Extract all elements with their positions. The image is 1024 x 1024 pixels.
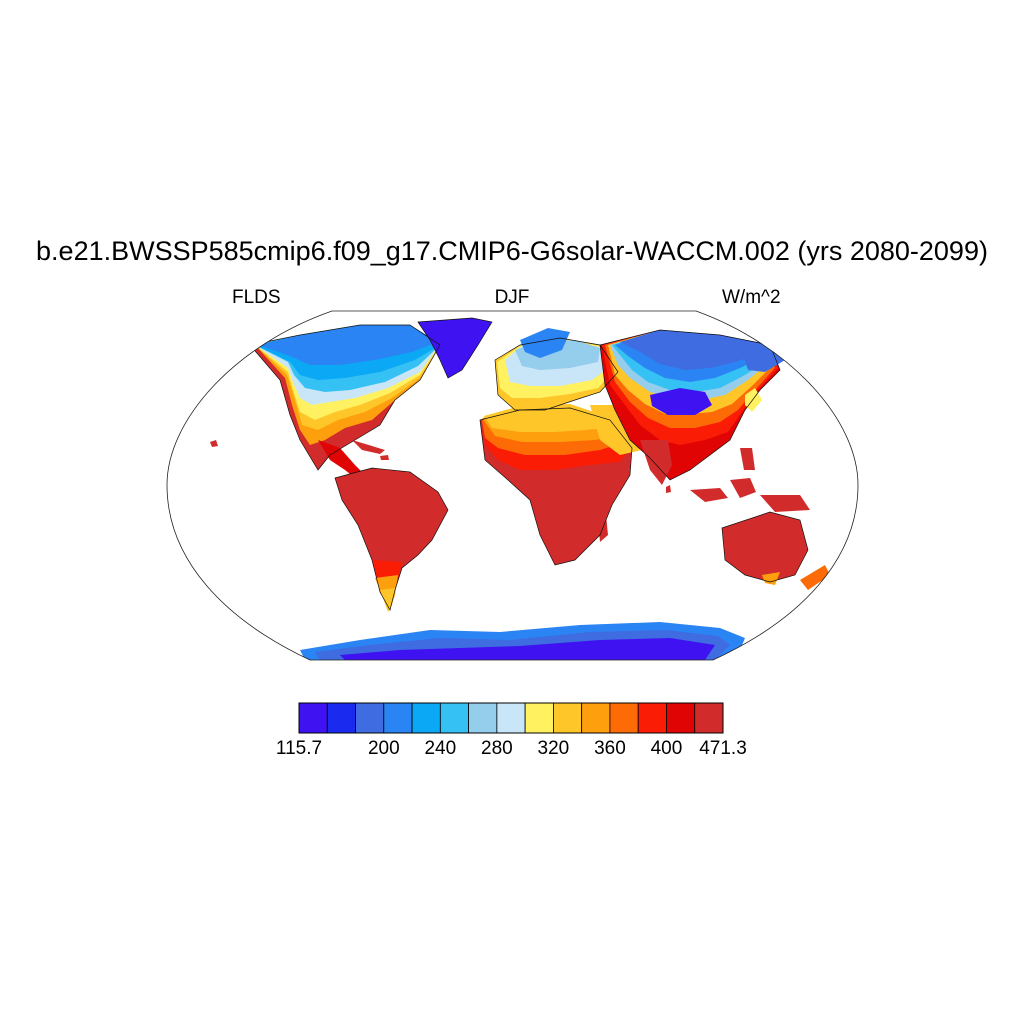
colorbar-tick-label: 240 [424,738,457,759]
colorbar-tick-label: 400 [650,738,683,759]
greenland [418,318,492,378]
australia-base-coastline [721,511,809,583]
north-america-cool [258,325,438,365]
colorbar-tick-label: 360 [594,738,626,759]
colorbar-tick-label: 471.3 [699,738,747,759]
colorbar-tick-label: 115.7 [275,738,323,759]
colorbar-cell [581,702,611,734]
units-label: W/m^2 [722,287,781,308]
colorbar-tick-label: 280 [481,738,513,759]
colorbar-cell [383,702,413,734]
central-america [318,440,368,482]
asia-cold [620,330,768,370]
colorbar-cell [411,702,441,734]
colorbar-cell [439,702,469,734]
south-america-base-coastline [334,467,449,611]
scandinavia [520,328,570,358]
colorbar-cell [298,702,328,734]
colorbar-tick-label: 200 [367,738,400,759]
north-america-base-coastline [249,324,441,471]
colorbar-cell [553,702,583,734]
plot-title: b.e21.BWSSP585cmip6.f09_g17.CMIP6-G6sola… [36,236,988,266]
hawaii [210,440,218,447]
tibet-plateau [650,388,712,415]
colorbar-cell [326,702,356,734]
sri-lanka [666,485,671,493]
season-label: DJF [494,287,530,308]
colorbar-cell [666,702,696,734]
philippines [740,448,755,470]
greenland-coastline [417,317,493,379]
new-zealand [800,565,830,590]
indonesia-1 [690,488,728,502]
caribbean-islands [380,455,389,460]
colorbar-cell [355,702,385,734]
land-regions [210,317,830,660]
colorbar-cell [496,702,526,734]
south-america-base [335,468,448,610]
colorbar-tick-label: 320 [537,738,570,759]
colorbar-cell [524,702,554,734]
indonesia-2 [730,478,756,498]
africa-base-coastline [479,407,633,566]
europe-base-coastline [494,337,619,411]
antarctica-core [340,638,715,660]
variable-label: FLDS [232,287,281,308]
south-america-gold [380,588,396,612]
asia-base-coastline [599,329,781,481]
colorbar-cell [637,702,667,734]
colorbar-frame [298,702,724,734]
colorbar-cell [694,702,724,734]
japan [745,388,762,412]
colorbar-cell [609,702,639,734]
new-guinea [760,495,810,512]
caribbean [352,440,385,454]
australia-orange [762,572,780,585]
map-border [166,310,859,661]
colorbar-cell [468,702,498,734]
australia-base [722,512,808,582]
